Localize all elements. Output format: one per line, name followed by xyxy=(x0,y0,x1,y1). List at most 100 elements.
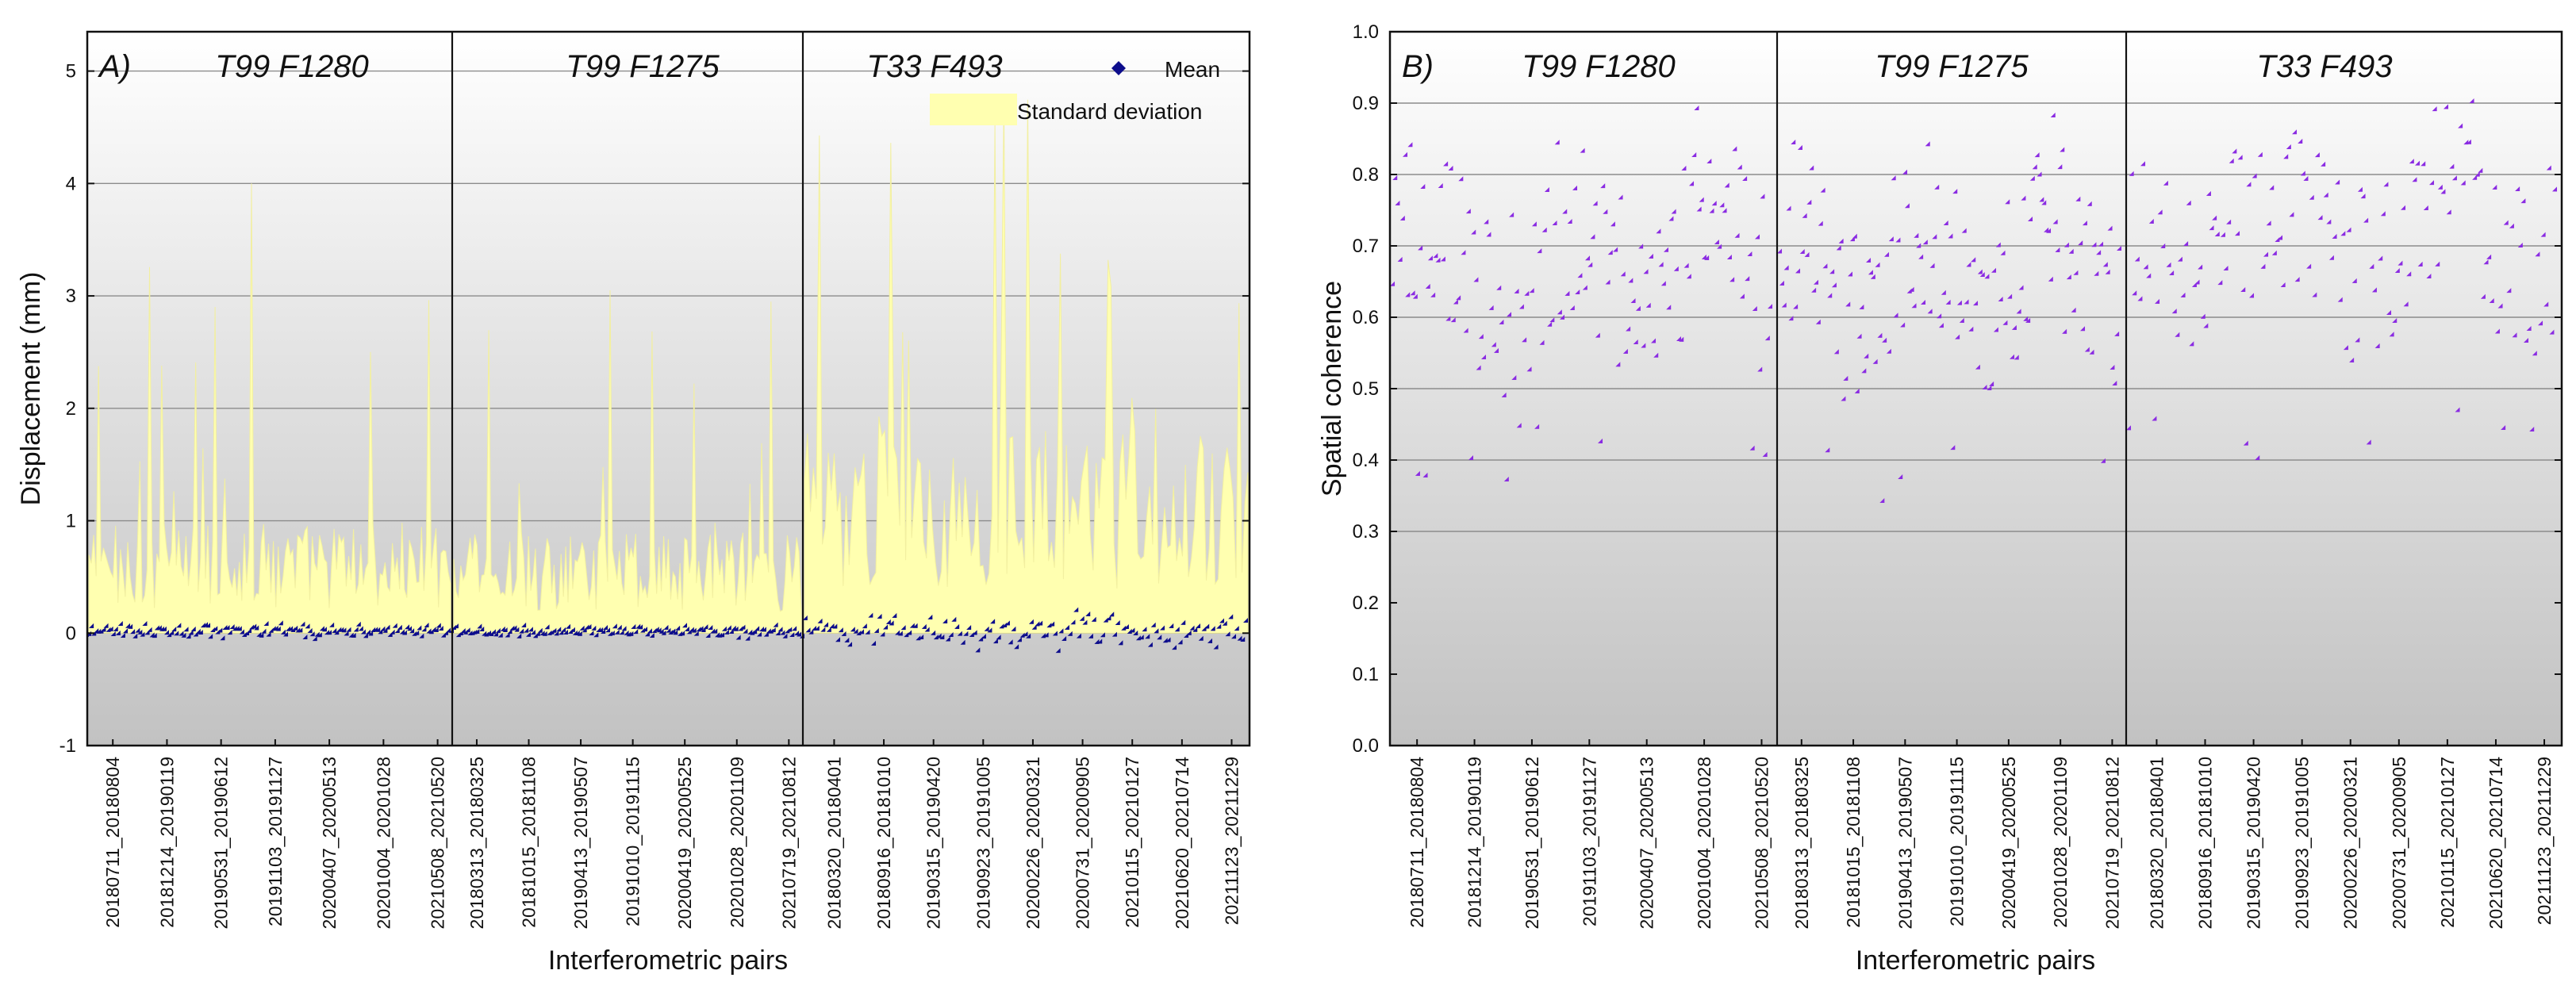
mean-point xyxy=(609,630,615,635)
coherence-point xyxy=(1603,209,1608,214)
coherence-point xyxy=(1760,194,1765,199)
coherence-point xyxy=(2037,171,2042,177)
mean-point xyxy=(1228,614,1234,619)
mean-point xyxy=(603,625,608,631)
mean-point xyxy=(215,629,221,635)
mean-point xyxy=(366,629,371,635)
coherence-point xyxy=(2283,154,2289,159)
mean-point xyxy=(1196,623,1201,629)
mean-point xyxy=(167,632,172,638)
coherence-point xyxy=(1689,181,1695,186)
coherence-point xyxy=(2177,256,2182,262)
coherence-point xyxy=(1956,300,1962,305)
coherence-point xyxy=(1699,197,1704,202)
std-deviation-area xyxy=(88,98,1249,634)
coherence-point xyxy=(1392,175,1398,181)
mean-point xyxy=(368,631,374,636)
mean-point xyxy=(288,626,294,631)
panel-a-displacement: -1 0 1 2 3 4 5 20180711_20180804 20181214_20190… xyxy=(16,30,1251,976)
plot-a-y-tick-label: 3 xyxy=(66,286,76,307)
mean-point xyxy=(561,627,566,632)
mean-point xyxy=(528,627,533,632)
plot-b-y-tick-label: 0.5 xyxy=(1353,378,1379,400)
coherence-point xyxy=(1745,276,1750,282)
coherence-point xyxy=(1473,277,1479,282)
mean-point xyxy=(724,629,729,635)
mean-point xyxy=(1184,633,1189,638)
mean-point xyxy=(375,627,381,632)
mean-point xyxy=(945,636,950,642)
mean-point xyxy=(317,632,322,638)
coherence-point xyxy=(2050,113,2056,118)
coherence-point xyxy=(1425,283,1430,289)
coherence-point xyxy=(1841,396,1846,401)
mean-point xyxy=(1189,625,1195,631)
coherence-point xyxy=(1610,221,1615,227)
coherence-point xyxy=(1827,293,1833,298)
coherence-point xyxy=(2052,219,2058,224)
legend: Mean Standard deviation xyxy=(930,57,1220,125)
coherence-point xyxy=(1503,477,1509,482)
coherence-point xyxy=(2483,259,2489,265)
coherence-point xyxy=(1552,220,1557,226)
mean-point xyxy=(521,622,527,627)
coherence-point xyxy=(2509,223,2514,228)
coherence-point xyxy=(2229,158,2234,163)
coherence-point xyxy=(1719,202,1725,208)
coherence-point xyxy=(2314,152,2320,158)
coherence-point xyxy=(1709,208,1714,213)
coherence-point xyxy=(1726,255,1732,260)
mean-point xyxy=(479,626,485,631)
plot-b-x-tick-label: 20180313_20180325 xyxy=(1791,757,1812,929)
coherence-point xyxy=(1522,337,1527,343)
coherence-point xyxy=(1626,326,1631,332)
mean-point xyxy=(663,624,669,630)
mean-point xyxy=(110,631,116,637)
coherence-point xyxy=(2098,241,2104,247)
coherence-point xyxy=(2089,349,2094,355)
coherence-point xyxy=(2540,232,2546,237)
mean-point xyxy=(589,631,594,636)
plot-b-x-tick-label: 20190315_20190420 xyxy=(2244,757,2264,929)
coherence-point xyxy=(2340,231,2346,236)
coherence-point xyxy=(2369,263,2374,269)
mean-point xyxy=(1237,635,1242,641)
mean-point xyxy=(298,627,303,633)
mean-point xyxy=(1079,615,1085,621)
mean-point xyxy=(1198,635,1204,641)
mean-point xyxy=(205,623,211,628)
mean-series xyxy=(87,607,1249,654)
coherence-point xyxy=(2063,242,2069,247)
coherence-point xyxy=(2446,209,2451,215)
mean-point xyxy=(1109,612,1115,617)
coherence-point xyxy=(1938,323,1944,328)
coherence-point xyxy=(2289,212,2294,217)
coherence-point xyxy=(1658,262,1664,267)
coherence-point xyxy=(1582,285,1587,290)
mean-point xyxy=(1111,631,1117,637)
plot-a-x-tick-label: 20200407_20200513 xyxy=(319,757,340,929)
mean-point xyxy=(1052,631,1058,636)
coherence-point xyxy=(1989,381,1994,386)
coherence-point xyxy=(1861,368,1867,374)
mean-point xyxy=(624,630,629,635)
coherence-point xyxy=(2355,337,2360,343)
coherence-point xyxy=(2506,288,2512,293)
mean-point xyxy=(633,629,639,635)
coherence-point xyxy=(1399,215,1405,220)
mean-point xyxy=(691,627,697,633)
mean-point xyxy=(482,631,487,636)
mean-point xyxy=(745,635,751,641)
mean-point xyxy=(290,627,296,632)
coherence-point xyxy=(1982,385,1987,390)
coherence-point xyxy=(1788,316,1794,321)
plot-a-y-tick-label: -1 xyxy=(60,735,76,757)
mean-point xyxy=(234,626,240,631)
mean-point xyxy=(544,624,550,630)
plot-b-x-tick-label: 20200419_20200525 xyxy=(1998,757,2019,929)
mean-point xyxy=(598,627,604,632)
coherence-point xyxy=(1749,445,1755,451)
coherence-point xyxy=(2171,309,2177,314)
mean-point xyxy=(668,629,674,635)
mean-point xyxy=(712,628,718,634)
